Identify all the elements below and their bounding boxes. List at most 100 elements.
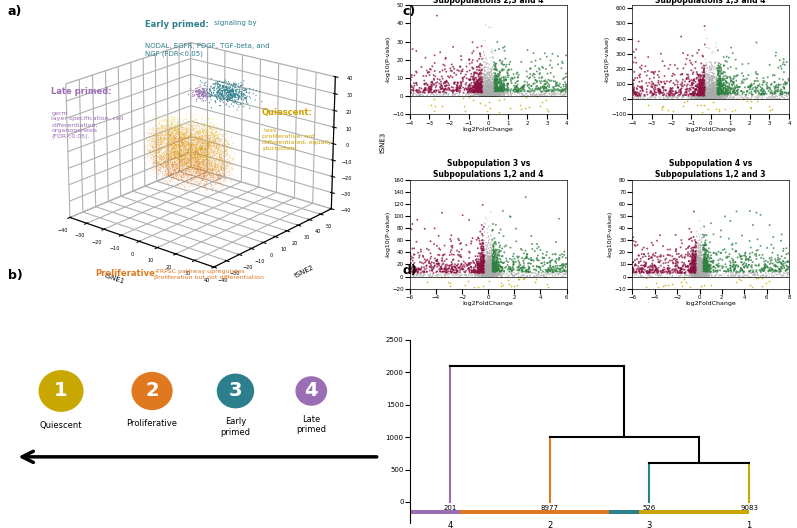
Point: [710, 65, 723, 74]
Point: [487, 83, 500, 92]
Point: [705, 89, 718, 97]
Point: [681, 250, 694, 258]
Point: [702, 71, 715, 79]
Point: [467, 86, 480, 95]
Point: [474, 91, 487, 99]
Point: [479, 77, 492, 86]
Point: [487, 257, 500, 266]
Point: [695, 265, 708, 273]
Point: [687, 88, 700, 97]
Point: [431, 75, 444, 83]
Point: [756, 265, 769, 274]
Point: [693, 247, 705, 256]
Point: [480, 266, 493, 275]
Point: [506, 266, 519, 274]
Point: [707, 81, 720, 89]
Point: [730, 270, 743, 279]
Point: [486, 91, 499, 100]
Point: [484, 268, 497, 276]
Point: [709, 92, 722, 101]
Point: [481, 82, 494, 90]
Point: [716, 95, 728, 103]
Point: [702, 91, 715, 99]
Point: [650, 265, 663, 273]
Point: [486, 264, 499, 272]
Point: [478, 87, 491, 96]
Point: [714, 254, 727, 263]
Point: [477, 256, 490, 264]
Point: [675, 271, 688, 280]
Point: [481, 258, 493, 267]
Point: [686, 266, 699, 275]
Point: [731, 71, 744, 79]
Point: [485, 256, 498, 265]
Point: [477, 268, 490, 276]
Point: [542, 79, 555, 88]
Point: [716, 90, 728, 99]
Point: [453, 87, 465, 95]
Text: 1: 1: [747, 521, 752, 528]
Point: [744, 207, 756, 215]
Point: [489, 73, 502, 81]
Point: [748, 250, 761, 259]
Point: [647, 268, 660, 277]
Point: [708, 93, 720, 101]
Point: [481, 82, 494, 90]
Point: [504, 212, 516, 221]
Point: [485, 252, 498, 260]
Point: [501, 81, 514, 89]
Point: [657, 88, 669, 97]
Point: [524, 73, 536, 82]
Point: [699, 266, 712, 274]
Point: [669, 93, 682, 101]
Point: [709, 90, 722, 98]
Point: [482, 271, 495, 279]
Point: [408, 71, 421, 80]
Point: [699, 91, 712, 99]
Point: [714, 78, 727, 86]
Point: [632, 95, 645, 103]
Point: [764, 88, 777, 97]
Point: [662, 92, 674, 101]
Point: [695, 81, 708, 90]
Point: [485, 91, 498, 100]
Point: [479, 260, 492, 269]
Point: [693, 252, 705, 260]
Point: [689, 267, 702, 275]
Point: [495, 269, 508, 278]
Point: [704, 94, 717, 102]
Point: [477, 79, 489, 88]
Point: [696, 95, 709, 103]
Point: [760, 80, 773, 89]
Point: [690, 268, 703, 277]
Point: [705, 94, 717, 102]
Point: [691, 262, 704, 270]
Point: [653, 258, 665, 267]
Point: [473, 265, 485, 274]
Point: [690, 262, 703, 270]
Point: [552, 271, 564, 279]
Point: [768, 78, 781, 86]
Point: [559, 82, 572, 90]
Point: [711, 90, 724, 98]
Point: [693, 79, 706, 88]
Point: [704, 92, 717, 100]
Point: [477, 271, 489, 280]
Point: [495, 265, 508, 273]
Point: [475, 264, 488, 272]
Point: [504, 269, 516, 277]
Point: [508, 260, 520, 269]
Point: [690, 266, 703, 275]
Point: [449, 263, 461, 271]
Point: [756, 91, 768, 99]
Point: [487, 272, 500, 280]
Point: [715, 94, 728, 102]
Point: [489, 260, 501, 268]
Point: [708, 68, 720, 77]
Point: [711, 88, 724, 97]
Point: [696, 256, 709, 265]
Point: [727, 75, 740, 83]
Point: [479, 259, 492, 268]
Point: [472, 83, 485, 92]
Point: [489, 76, 502, 84]
